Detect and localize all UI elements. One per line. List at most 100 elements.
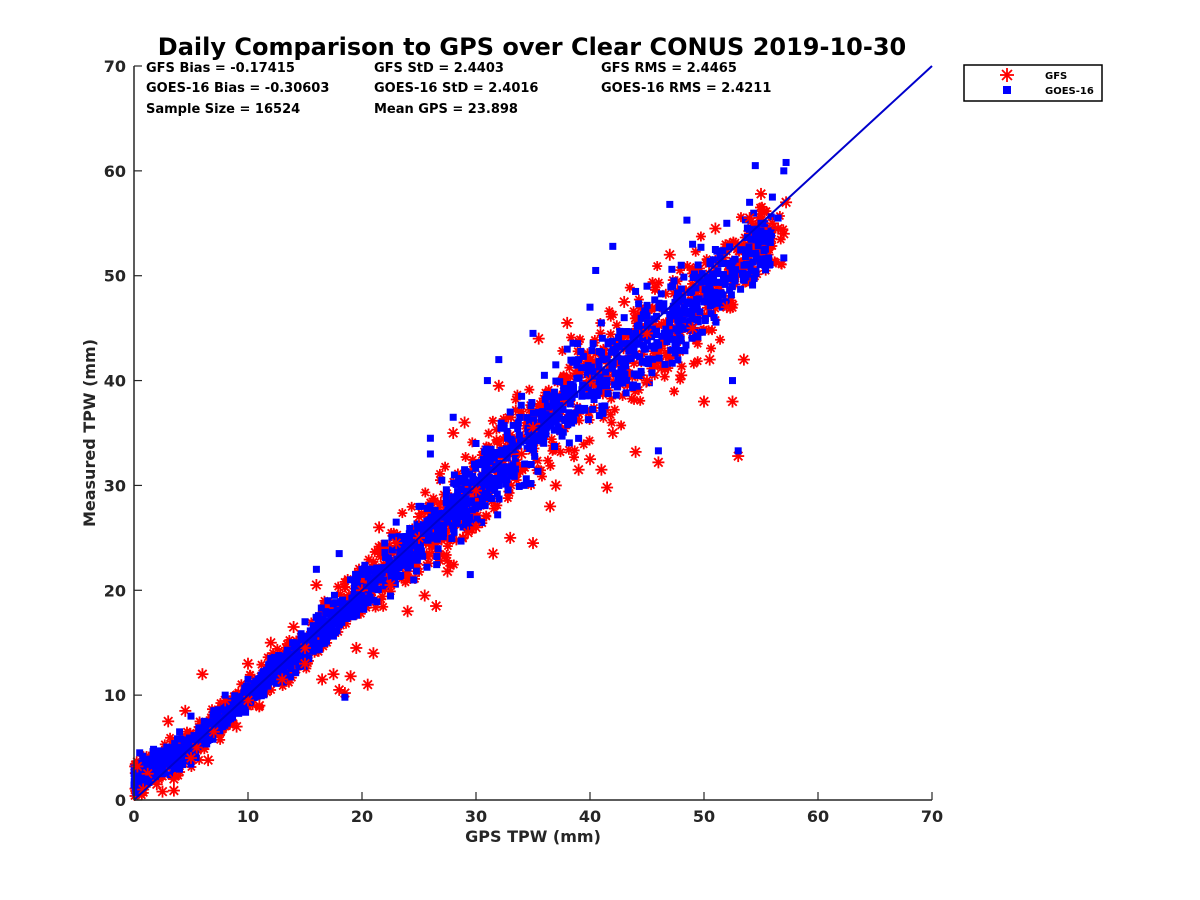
goes-cloud-point [732, 266, 740, 274]
goes-cloud-point [688, 334, 696, 342]
goes-point [768, 193, 776, 201]
goes-cloud-point [404, 548, 412, 556]
goes-cloud-point [599, 356, 607, 364]
gfs-cloud-point [759, 205, 770, 216]
gfs-point [527, 537, 539, 550]
gfs-cloud-point [569, 452, 580, 463]
gfs-cloud-point [605, 329, 616, 340]
goes-cloud-point [639, 311, 647, 319]
goes-cloud-point [452, 480, 460, 488]
goes-cloud-point [714, 294, 722, 302]
goes-cloud-point [462, 479, 470, 487]
goes-cloud-point [426, 502, 434, 510]
goes-cloud-point [624, 355, 632, 363]
goes-cloud-point [311, 644, 319, 652]
goes-cloud-point [752, 269, 760, 277]
goes-point [198, 728, 206, 736]
goes-cloud-point [681, 347, 689, 355]
goes-cloud-point [503, 454, 511, 462]
goes-cloud-point [578, 386, 586, 394]
goes-cloud-point [655, 354, 663, 362]
goes-cloud-point [438, 509, 446, 517]
goes-cloud-point [768, 231, 776, 239]
goes-cloud-point [498, 476, 506, 484]
goes-cloud-point [329, 611, 337, 619]
goes-cloud-point [310, 635, 318, 643]
goes-cloud-point [529, 409, 537, 417]
goes-cloud-point [726, 262, 734, 270]
goes-cloud-point [662, 325, 670, 333]
goes-cloud-point [527, 480, 535, 488]
goes-cloud-point [293, 651, 301, 659]
legend-gfs-asterisk [1000, 68, 1014, 82]
goes-point [176, 728, 184, 736]
goes-cloud-point [664, 334, 672, 342]
goes-cloud-point [708, 270, 716, 278]
goes-cloud-point [595, 377, 603, 385]
goes-cloud-point [682, 341, 690, 349]
goes-cloud-point [526, 438, 534, 446]
gfs-point [242, 657, 254, 670]
statistics-block: GFS Bias = -0.17415 GFS StD = 2.4403 GFS… [146, 61, 771, 117]
goes-cloud-point [709, 256, 717, 264]
goes-cloud-point [720, 271, 728, 279]
x-tick-label: 0 [128, 807, 139, 826]
goes-cloud-point [756, 261, 764, 269]
gfs-point [641, 374, 653, 387]
goes-cloud-point [322, 608, 330, 616]
goes-cloud-point [352, 570, 360, 578]
goes-cloud-point [613, 343, 621, 351]
goes-cloud-point [531, 452, 539, 460]
goes-point [187, 712, 195, 720]
gfs-point [743, 212, 756, 225]
gfs-point [462, 526, 475, 539]
goes-cloud-point [720, 274, 728, 282]
gfs-cloud-point [397, 508, 408, 519]
x-ticks: 0 10 20 30 40 50 60 70 [128, 792, 943, 826]
goes-cloud-point [479, 493, 487, 501]
gfs-point [430, 600, 443, 613]
goes-cloud-point [457, 537, 465, 545]
y-tick-label: 20 [104, 581, 126, 600]
gfs-point [361, 678, 374, 691]
goes-cloud-point [171, 740, 179, 748]
goes-cloud-point [706, 302, 714, 310]
gfs-point [544, 500, 557, 513]
goes-cloud-point [201, 719, 209, 727]
goes-cloud-point [413, 548, 421, 556]
goes-cloud-point [707, 310, 715, 318]
goes-cloud-point [343, 609, 351, 617]
goes-point [683, 216, 691, 224]
goes-cloud-point [579, 381, 587, 389]
goes-cloud-point [433, 553, 441, 561]
goes-cloud-point [595, 363, 603, 371]
goes-point [461, 466, 469, 474]
goes-cloud-point [227, 705, 235, 713]
goes-cloud-point [750, 209, 758, 217]
gfs-cloud-point [487, 415, 498, 426]
goes-cloud-point [553, 411, 561, 419]
goes-cloud-point [578, 392, 586, 400]
goes-cloud-point [705, 282, 713, 290]
goes-cloud-point [499, 464, 507, 472]
goes-cloud-point [719, 247, 727, 255]
goes-point [181, 744, 189, 752]
gfs-point [167, 784, 180, 797]
goes-point [358, 565, 366, 573]
goes-cloud-point [680, 273, 688, 281]
goes-point [711, 246, 719, 253]
goes-cloud-point [235, 709, 243, 717]
goes-cloud-point [377, 571, 385, 579]
goes-cloud-point [544, 403, 552, 411]
goes-cloud-point [382, 554, 390, 562]
goes-cloud-point [221, 717, 229, 725]
goes-cloud-point [515, 482, 523, 490]
y-tick-label: 50 [104, 267, 126, 286]
goes-cloud-point [413, 556, 421, 564]
goes-cloud-point [374, 575, 382, 583]
gfs-point [470, 521, 482, 534]
stat-goes-bias: GOES-16 Bias = -0.30603 [146, 81, 329, 96]
goes-cloud-point [542, 414, 550, 422]
goes-cloud-point [325, 620, 333, 628]
y-axis-label: Measured TPW (mm) [80, 339, 99, 527]
